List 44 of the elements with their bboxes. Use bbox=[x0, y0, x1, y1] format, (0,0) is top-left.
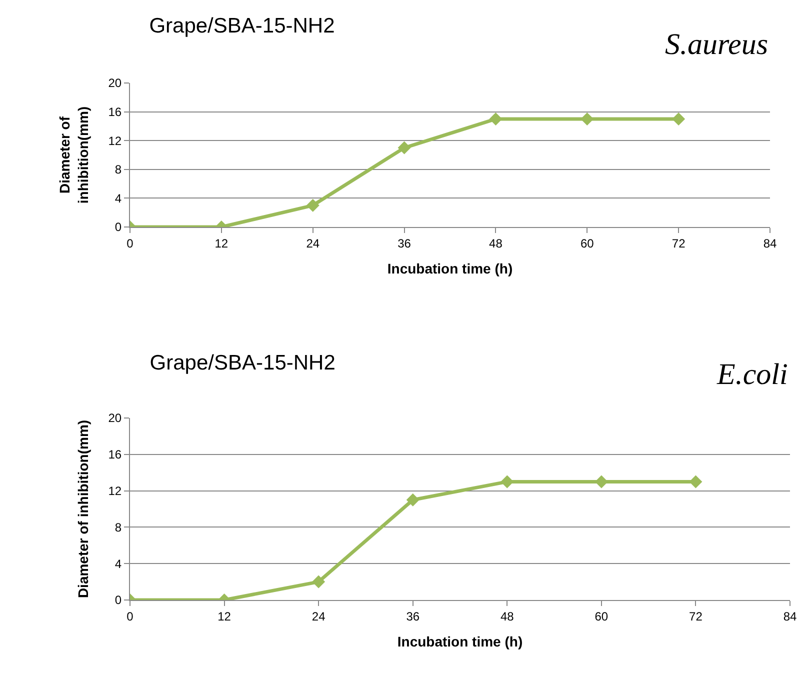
x-tick-label: 48 bbox=[489, 236, 503, 250]
chart-title: Grape/SBA-15-NH2 bbox=[150, 352, 336, 375]
x-axis-title: Incubation time (h) bbox=[397, 634, 523, 650]
point bbox=[594, 475, 608, 488]
point bbox=[398, 141, 411, 154]
y-tick-label: 4 bbox=[114, 556, 122, 571]
x-tick-label: 24 bbox=[312, 609, 326, 624]
x-tick-label: 84 bbox=[763, 236, 777, 250]
point bbox=[689, 475, 702, 488]
y-tick-label: 20 bbox=[108, 76, 122, 90]
point bbox=[489, 112, 502, 126]
x-axis-title: Incubation time (h) bbox=[387, 260, 513, 277]
y-tick-label: 12 bbox=[108, 484, 122, 498]
point bbox=[580, 112, 594, 126]
x-tick-label: 12 bbox=[214, 236, 228, 250]
x-tick-label: 0 bbox=[126, 609, 134, 624]
text: E.coli bbox=[716, 358, 788, 391]
x-tick-label: 72 bbox=[689, 609, 703, 624]
x-tick-label: 84 bbox=[783, 609, 797, 624]
y-tick-label: 16 bbox=[108, 448, 122, 462]
x-tick-label: 48 bbox=[500, 609, 514, 624]
point bbox=[406, 493, 420, 506]
point bbox=[500, 475, 514, 488]
y-axis-title: Diameter of inhibition(mm) bbox=[74, 420, 91, 598]
x-tick-label: 60 bbox=[594, 609, 608, 624]
y-tick-label: 4 bbox=[114, 191, 122, 206]
y-tick-label: 20 bbox=[108, 411, 122, 426]
x-tick-label: 36 bbox=[398, 236, 412, 250]
y-tick-label: 8 bbox=[114, 162, 122, 177]
y-tick-label: 0 bbox=[114, 593, 122, 608]
y-tick-label: 0 bbox=[114, 220, 122, 234]
x-tick-label: 72 bbox=[672, 236, 686, 250]
x-tick-label: 60 bbox=[580, 236, 594, 250]
y-tick-label: 8 bbox=[114, 520, 122, 534]
point bbox=[672, 112, 686, 126]
x-tick-label: 12 bbox=[218, 609, 232, 624]
chart-title: Grape/SBA-15-NH2 bbox=[149, 14, 335, 38]
x-tick-label: 24 bbox=[306, 236, 320, 250]
y-axis-title: Diameter of inhibition(mm) bbox=[56, 106, 91, 204]
text: S.aureus bbox=[665, 28, 768, 61]
x-tick-label: 0 bbox=[126, 236, 134, 250]
x-tick-label: 36 bbox=[406, 609, 420, 624]
y-tick-label: 12 bbox=[108, 134, 122, 148]
y-tick-label: 16 bbox=[108, 105, 122, 119]
